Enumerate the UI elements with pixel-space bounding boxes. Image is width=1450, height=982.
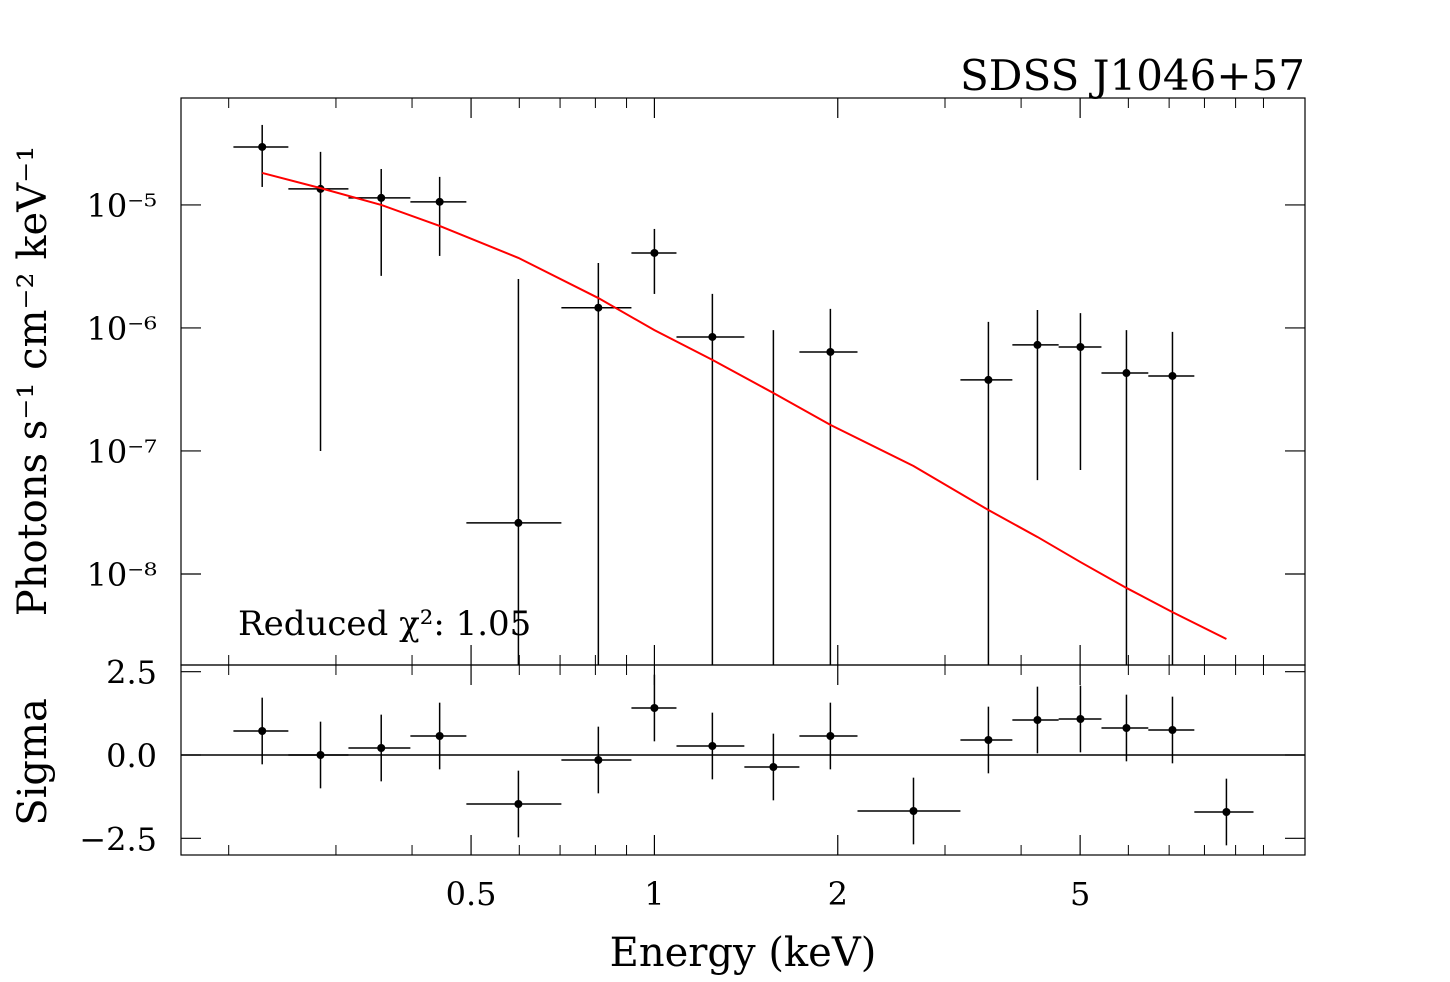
data-point <box>1222 808 1231 816</box>
x-tick-label: 2 <box>828 875 848 913</box>
y-tick-label: 10⁻⁵ <box>87 187 157 225</box>
data-point <box>258 142 267 151</box>
y-axis-label: Sigma <box>10 698 56 826</box>
data-point <box>377 744 386 752</box>
data-point <box>909 807 918 815</box>
y-tick-label: 10⁻⁷ <box>87 433 157 471</box>
data-point <box>435 197 444 206</box>
y-tick-label: −2.5 <box>79 820 157 858</box>
data-point <box>769 763 778 771</box>
data-point <box>594 303 603 312</box>
annotation: Reduced χ²: 1.05 <box>238 604 531 644</box>
data-point <box>377 193 386 202</box>
data-point <box>1122 724 1131 732</box>
top-panel <box>233 124 1227 665</box>
data-point <box>594 756 603 764</box>
x-tick-label: 1 <box>644 875 664 913</box>
data-point <box>984 736 993 744</box>
y-tick-label: 10⁻⁶ <box>87 310 157 348</box>
data-point <box>258 727 267 735</box>
chart-title: SDSS J1046+57 <box>960 51 1305 100</box>
data-point <box>650 704 659 712</box>
y-tick-label: 10⁻⁸ <box>87 556 157 594</box>
data-point <box>1122 369 1131 378</box>
data-point <box>435 732 444 740</box>
plot-frame <box>180 664 1306 856</box>
data-point <box>708 742 717 750</box>
data-point <box>1076 343 1085 352</box>
x-tick-label: 5 <box>1070 875 1090 913</box>
data-point <box>650 248 659 257</box>
x-tick-label: 0.5 <box>446 875 497 913</box>
data-point <box>1033 716 1042 724</box>
model-line <box>261 171 1227 640</box>
data-point <box>984 375 993 384</box>
plot-frame <box>180 97 1306 666</box>
data-point <box>1168 371 1177 380</box>
bottom-panel <box>181 674 1305 846</box>
data-point <box>514 518 523 527</box>
data-point <box>1168 726 1177 734</box>
x-axis-label: Energy (keV) <box>610 930 877 976</box>
data-point <box>316 751 325 759</box>
data-point <box>826 732 835 740</box>
y-axis-label: Photons s⁻¹ cm⁻² keV⁻¹ <box>10 146 56 616</box>
y-tick-label: 0.0 <box>106 737 157 775</box>
y-tick-label: 2.5 <box>106 654 157 692</box>
data-point <box>708 332 717 341</box>
data-point <box>826 347 835 356</box>
data-point <box>514 800 523 808</box>
axes: 10⁻⁵ 10⁻⁶ 10⁻⁷ 10⁻⁸ 0.5 1 2 5 2.5 0.0 −2.5 <box>79 97 1306 913</box>
data-point <box>1076 715 1085 723</box>
data-point <box>1033 340 1042 349</box>
